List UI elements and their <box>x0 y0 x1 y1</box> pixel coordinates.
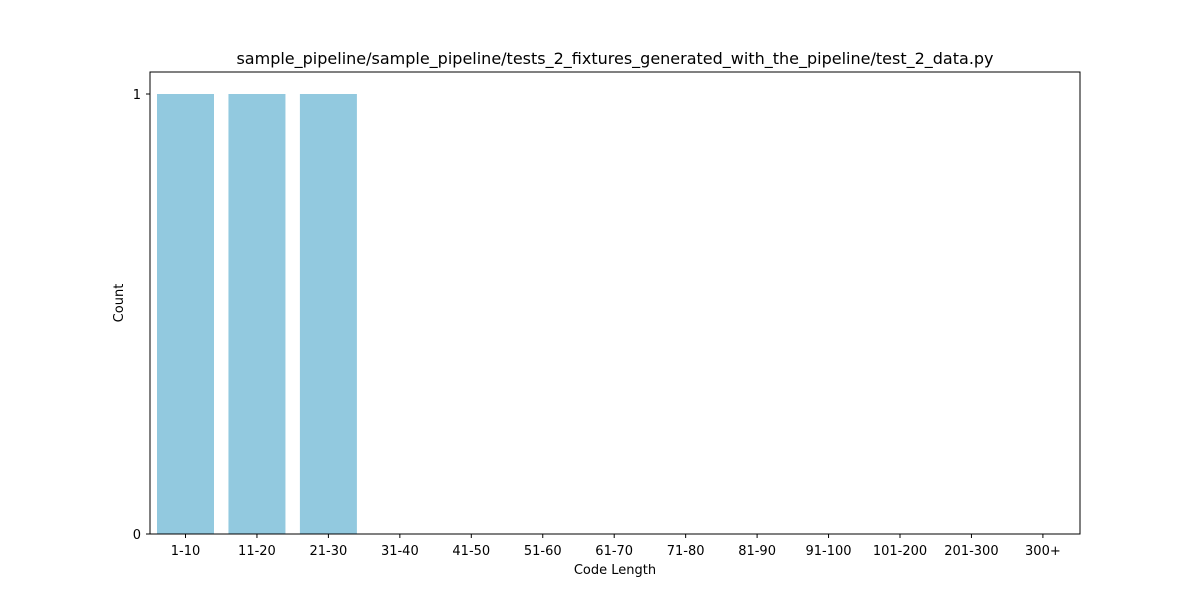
x-tick-label: 31-40 <box>381 544 419 559</box>
x-tick-label: 81-90 <box>738 544 776 559</box>
x-tick-label: 61-70 <box>595 544 633 559</box>
x-tick-label: 1-10 <box>171 544 201 559</box>
y-tick-label: 0 <box>133 528 141 543</box>
y-tick-label: 1 <box>133 88 141 103</box>
bars-group <box>157 94 357 534</box>
bar-21-30 <box>299 94 357 534</box>
chart-title: sample_pipeline/sample_pipeline/tests_2_… <box>236 49 993 69</box>
x-axis-label: Code Length <box>574 563 656 578</box>
x-tick-label: 300+ <box>1025 544 1061 559</box>
x-tick-label: 101-200 <box>873 544 927 559</box>
plot-frame <box>149 71 1081 535</box>
bar-1-10 <box>157 94 214 534</box>
x-tick-label: 91-100 <box>806 544 852 559</box>
x-tick-label: 21-30 <box>310 544 348 559</box>
x-tick-label: 71-80 <box>667 544 705 559</box>
bar-11-20 <box>228 94 286 534</box>
x-axis-ticks: 1-10 11-20 21-30 31-40 41-50 51-60 61-70 71-80 8… <box>171 534 1061 559</box>
x-tick-label: 41-50 <box>452 544 490 559</box>
x-tick-label: 11-20 <box>238 544 276 559</box>
x-tick-label: 201-300 <box>944 544 998 559</box>
y-axis-label: Count <box>112 284 127 323</box>
y-axis-ticks: 01 <box>133 88 150 543</box>
x-tick-label: 51-60 <box>524 544 562 559</box>
